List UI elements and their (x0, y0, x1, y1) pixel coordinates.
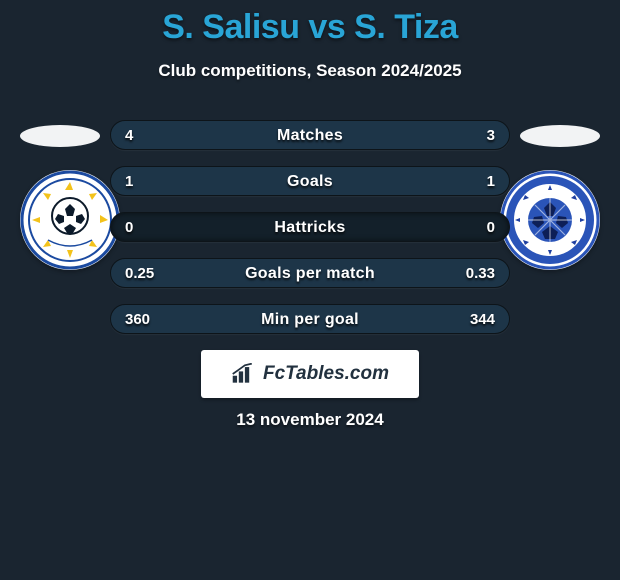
stat-right-value: 0 (487, 213, 495, 242)
fctables-branding: FcTables.com (201, 350, 419, 398)
branding-text: FcTables.com (263, 363, 389, 385)
snapshot-date: 13 november 2024 (0, 410, 620, 430)
bar-chart-icon (231, 363, 257, 385)
stat-right-value: 1 (487, 167, 495, 196)
stat-row: 4 Matches 3 (110, 120, 510, 150)
stat-row: 1 Goals 1 (110, 166, 510, 196)
stats-rows: 4 Matches 3 1 Goals 1 0 Hattricks 0 0.25… (110, 120, 510, 350)
stat-label: Hattricks (111, 213, 509, 242)
player-right-silhouette (520, 125, 600, 147)
subtitle: Club competitions, Season 2024/2025 (0, 61, 620, 81)
comparison-card: S. Salisu vs S. Tiza Club competitions, … (0, 0, 620, 580)
stat-row: 0 Hattricks 0 (110, 212, 510, 242)
lobi-stars-crest-icon (500, 170, 600, 270)
stat-right-value: 344 (470, 305, 495, 334)
sunshine-stars-crest-icon (20, 170, 120, 270)
stat-label: Matches (111, 121, 509, 150)
stat-label: Min per goal (111, 305, 509, 334)
stat-row: 360 Min per goal 344 (110, 304, 510, 334)
club-badge-left (20, 170, 120, 270)
stat-right-value: 0.33 (466, 259, 495, 288)
stat-label: Goals (111, 167, 509, 196)
stat-label: Goals per match (111, 259, 509, 288)
page-title: S. Salisu vs S. Tiza (0, 0, 620, 47)
player-left-silhouette (20, 125, 100, 147)
club-badge-right (500, 170, 600, 270)
stat-row: 0.25 Goals per match 0.33 (110, 258, 510, 288)
stat-right-value: 3 (487, 121, 495, 150)
